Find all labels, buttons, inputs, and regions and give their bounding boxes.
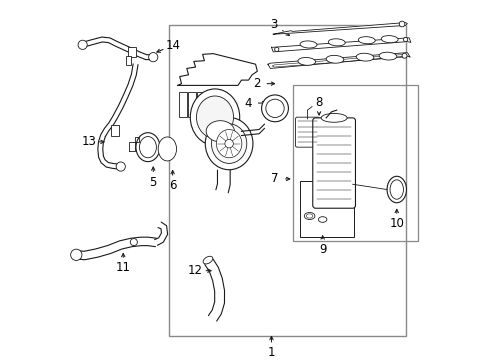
Ellipse shape	[306, 214, 313, 218]
Text: 7: 7	[271, 172, 279, 185]
FancyBboxPatch shape	[313, 118, 355, 208]
Text: 8: 8	[316, 96, 323, 109]
Ellipse shape	[379, 52, 397, 60]
Bar	[205, 93, 213, 117]
Ellipse shape	[358, 37, 375, 44]
Circle shape	[116, 162, 125, 171]
Ellipse shape	[158, 137, 176, 161]
Ellipse shape	[136, 133, 160, 162]
Circle shape	[399, 21, 405, 27]
Ellipse shape	[387, 176, 407, 203]
Text: 9: 9	[319, 243, 326, 256]
Polygon shape	[271, 38, 411, 52]
Ellipse shape	[326, 55, 344, 63]
Ellipse shape	[190, 89, 240, 145]
Circle shape	[148, 53, 158, 62]
Bar	[188, 92, 196, 117]
Ellipse shape	[196, 96, 234, 138]
Circle shape	[130, 239, 137, 246]
Bar	[179, 93, 188, 117]
Bar	[293, 85, 418, 241]
Ellipse shape	[298, 58, 316, 65]
Circle shape	[266, 99, 284, 117]
Text: 11: 11	[116, 261, 131, 274]
Bar	[126, 56, 131, 65]
Ellipse shape	[205, 117, 253, 170]
Polygon shape	[268, 53, 410, 68]
Ellipse shape	[300, 41, 317, 48]
Bar	[128, 46, 136, 57]
Ellipse shape	[318, 217, 327, 222]
Ellipse shape	[217, 130, 242, 158]
Ellipse shape	[381, 36, 398, 43]
Text: 4: 4	[244, 96, 251, 109]
Text: 10: 10	[390, 217, 404, 230]
Ellipse shape	[212, 124, 247, 163]
Circle shape	[402, 53, 407, 58]
Text: 1: 1	[268, 346, 275, 359]
Ellipse shape	[390, 180, 403, 199]
Circle shape	[225, 139, 233, 148]
Circle shape	[275, 47, 279, 51]
Polygon shape	[273, 23, 407, 34]
Polygon shape	[178, 54, 257, 85]
Ellipse shape	[203, 256, 213, 264]
Text: 13: 13	[81, 135, 97, 148]
Ellipse shape	[328, 39, 345, 46]
Polygon shape	[129, 136, 139, 151]
Ellipse shape	[206, 121, 234, 142]
Circle shape	[78, 40, 87, 49]
Text: 12: 12	[188, 264, 203, 277]
Text: 3: 3	[270, 18, 278, 31]
Bar	[300, 181, 354, 237]
Ellipse shape	[356, 53, 374, 61]
Circle shape	[71, 249, 82, 261]
Circle shape	[262, 95, 289, 122]
Text: 2: 2	[253, 77, 260, 90]
Ellipse shape	[140, 136, 156, 158]
Bar	[111, 125, 119, 135]
Circle shape	[403, 37, 408, 42]
Text: 6: 6	[169, 179, 176, 192]
Text: 5: 5	[149, 176, 157, 189]
Bar	[196, 93, 205, 117]
Ellipse shape	[304, 212, 315, 220]
Bar	[169, 26, 406, 336]
Text: 14: 14	[165, 39, 180, 52]
Ellipse shape	[321, 113, 347, 122]
FancyBboxPatch shape	[295, 117, 319, 147]
